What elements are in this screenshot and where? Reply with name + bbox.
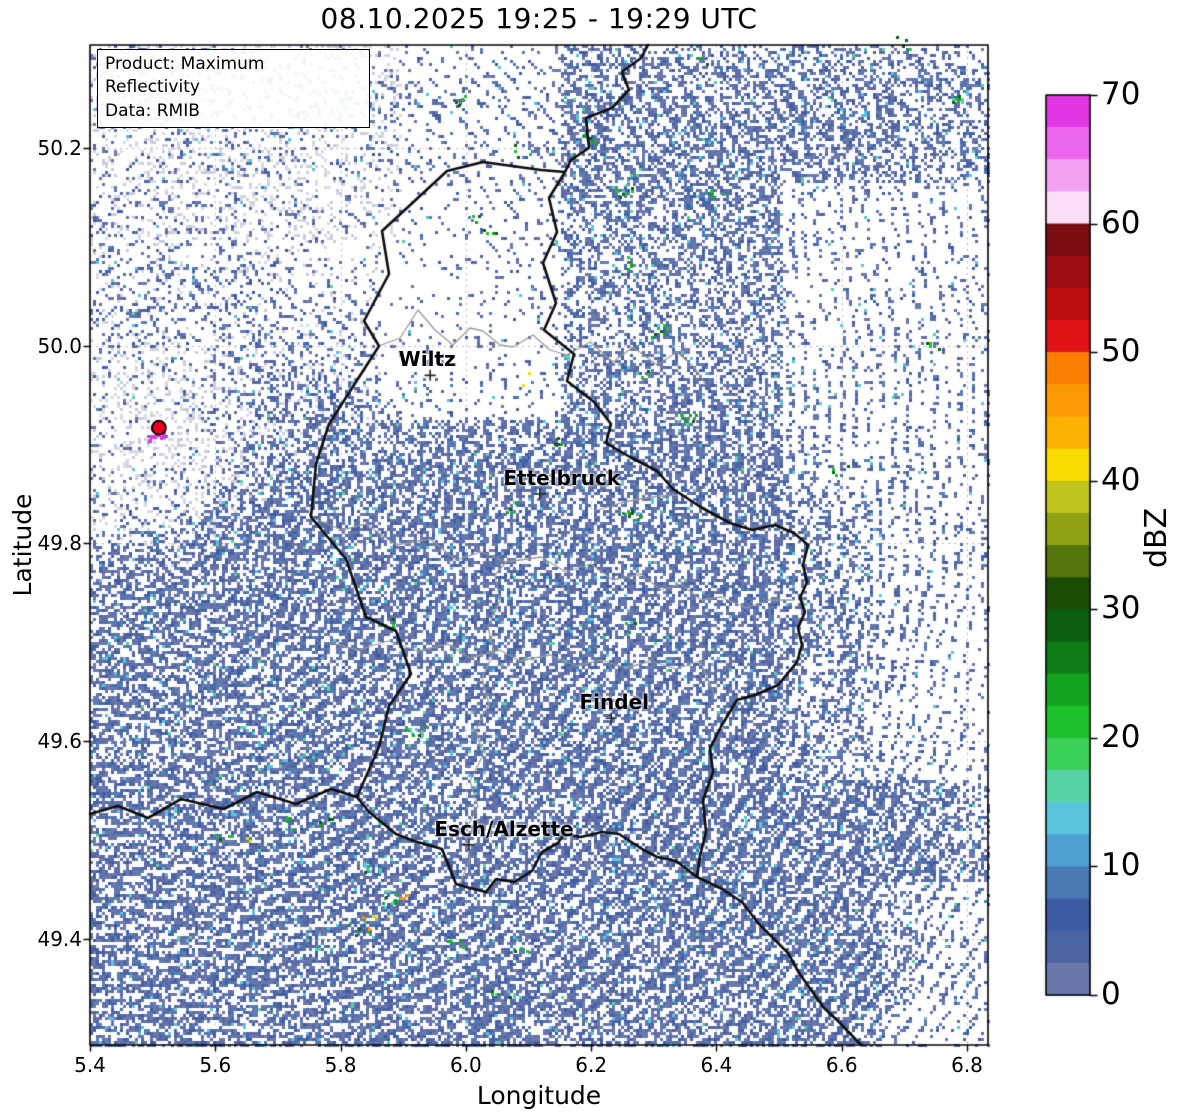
city-label: Esch/Alzette [434, 816, 574, 841]
colorbar-tick-label: 70 [1101, 76, 1141, 112]
x-tick-label: 5.8 [324, 1053, 357, 1077]
y-tick-label: 49.6 [37, 729, 82, 754]
product-info-box: Product: Maximum Reflectivity Data: RMIB [97, 49, 370, 129]
colorbar-tick-label: 30 [1101, 590, 1141, 627]
x-tick-label: 6.2 [575, 1053, 608, 1077]
x-tick-label: 6.4 [700, 1053, 733, 1077]
colorbar-tick-label: 50 [1101, 333, 1141, 370]
y-tick-label: 49.8 [37, 531, 82, 556]
product-line: Product: Maximum Reflectivity [105, 54, 265, 98]
city-label: Ettelbruck [503, 465, 621, 490]
city-label: Wiltz [398, 347, 456, 372]
x-tick-label: 5.6 [199, 1053, 232, 1077]
figure-title: 08.10.2025 19:25 - 19:29 UTC [320, 2, 758, 35]
y-tick-label: 50.2 [37, 135, 82, 160]
city-label: Findel [579, 690, 649, 715]
colorbar-tick-label: 20 [1101, 718, 1141, 755]
x-tick-label: 5.4 [74, 1053, 106, 1077]
y-tick-label: 49.4 [37, 926, 82, 951]
colorbar-tick-label: 0 [1101, 976, 1121, 1012]
colorbar-label: dBZ [1139, 507, 1174, 568]
x-tick-label: 6.0 [449, 1053, 482, 1077]
x-axis-label: Longitude [476, 1081, 602, 1110]
x-tick-label: 6.6 [825, 1053, 858, 1077]
x-tick-label: 6.8 [951, 1053, 983, 1077]
colorbar-tick-label: 40 [1101, 461, 1141, 498]
colorbar-tick-label: 60 [1101, 204, 1141, 241]
colorbar-tick-label: 10 [1101, 847, 1141, 884]
y-tick-label: 50.0 [37, 333, 82, 358]
data-source-line: Data: RMIB [105, 100, 200, 121]
